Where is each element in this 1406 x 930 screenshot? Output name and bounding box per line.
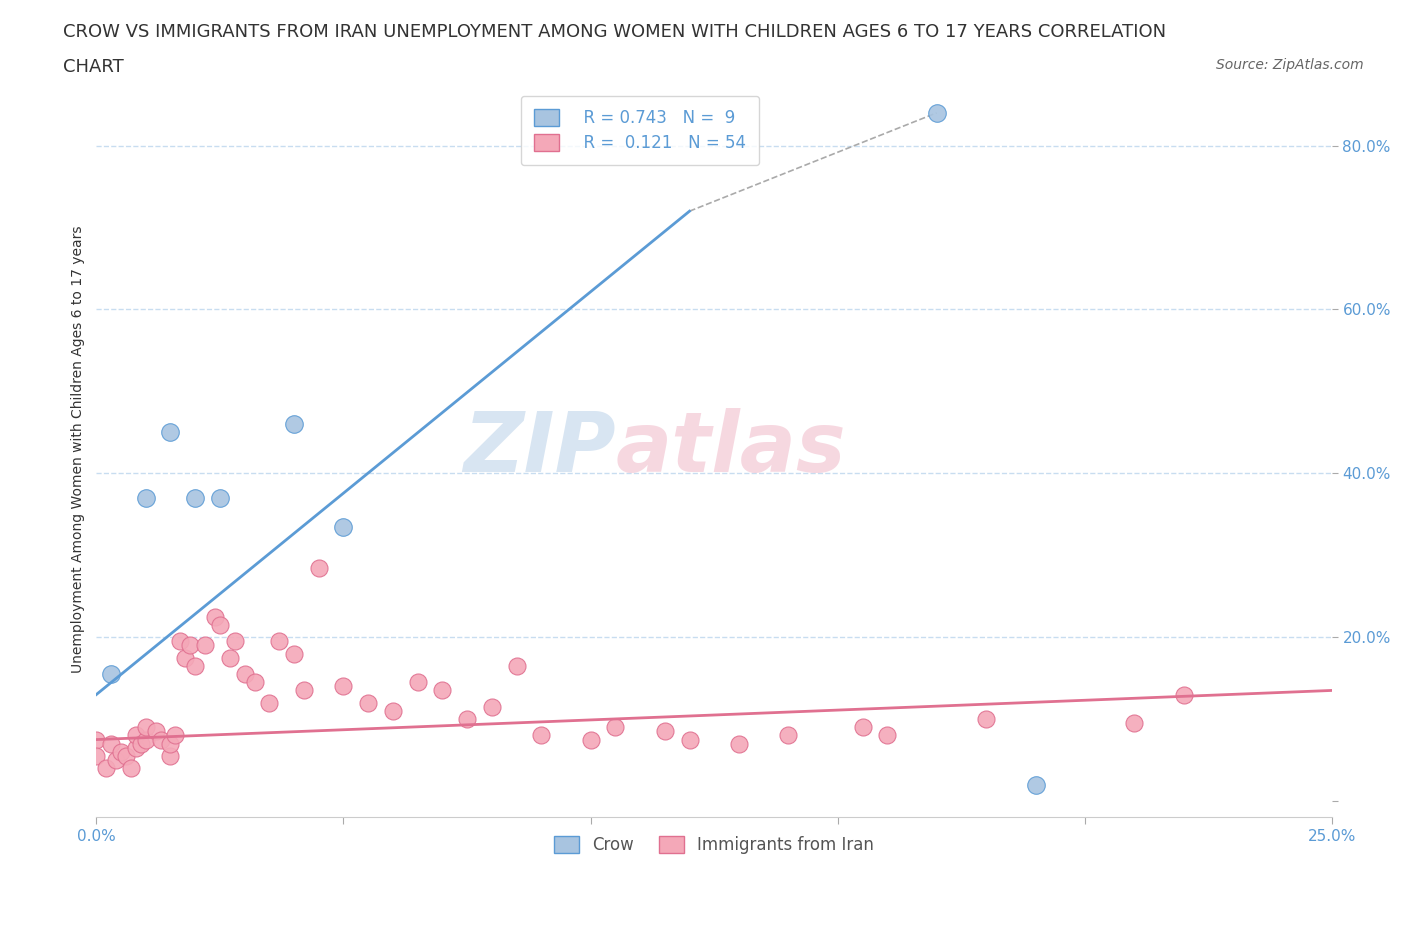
Point <box>145 724 167 738</box>
Point <box>159 425 181 440</box>
Point <box>332 679 354 694</box>
Point <box>149 732 172 747</box>
Point <box>1123 716 1146 731</box>
Point <box>308 560 330 575</box>
Point <box>184 490 207 505</box>
Point <box>224 634 246 649</box>
Point <box>1024 777 1046 792</box>
Point <box>125 740 148 755</box>
Point <box>654 724 676 738</box>
Point <box>505 658 527 673</box>
Point <box>233 667 256 682</box>
Point <box>851 720 873 735</box>
Point <box>481 699 503 714</box>
Point <box>86 732 108 747</box>
Point <box>194 638 217 653</box>
Point <box>125 728 148 743</box>
Point <box>135 720 157 735</box>
Point <box>381 703 404 718</box>
Point <box>530 728 553 743</box>
Point <box>120 761 142 776</box>
Point <box>728 737 751 751</box>
Point <box>135 490 157 505</box>
Point <box>1173 687 1195 702</box>
Point <box>292 683 315 698</box>
Point <box>243 675 266 690</box>
Point <box>876 728 898 743</box>
Text: CROW VS IMMIGRANTS FROM IRAN UNEMPLOYMENT AMONG WOMEN WITH CHILDREN AGES 6 TO 17: CROW VS IMMIGRANTS FROM IRAN UNEMPLOYMEN… <box>63 23 1167 41</box>
Point <box>159 749 181 764</box>
Point <box>406 675 429 690</box>
Point <box>159 737 181 751</box>
Point <box>174 650 197 665</box>
Point <box>184 658 207 673</box>
Point <box>105 752 128 767</box>
Point <box>100 737 122 751</box>
Point <box>96 761 118 776</box>
Text: CHART: CHART <box>63 58 124 75</box>
Point <box>678 732 700 747</box>
Point <box>204 609 226 624</box>
Point <box>218 650 240 665</box>
Point <box>974 711 997 726</box>
Point <box>269 634 291 649</box>
Point <box>208 490 231 505</box>
Y-axis label: Unemployment Among Women with Children Ages 6 to 17 years: Unemployment Among Women with Children A… <box>72 225 86 672</box>
Point <box>129 737 152 751</box>
Point <box>110 744 132 759</box>
Point <box>165 728 187 743</box>
Point <box>456 711 478 726</box>
Point <box>283 417 305 432</box>
Point <box>925 105 948 120</box>
Text: atlas: atlas <box>616 408 846 489</box>
Point <box>259 696 281 711</box>
Point <box>86 749 108 764</box>
Point <box>579 732 602 747</box>
Point <box>208 618 231 632</box>
Point <box>357 696 380 711</box>
Point <box>283 646 305 661</box>
Point <box>332 519 354 534</box>
Legend: Crow, Immigrants from Iran: Crow, Immigrants from Iran <box>547 830 882 860</box>
Point <box>432 683 454 698</box>
Point <box>179 638 201 653</box>
Point <box>778 728 800 743</box>
Point <box>135 732 157 747</box>
Point <box>169 634 191 649</box>
Text: Source: ZipAtlas.com: Source: ZipAtlas.com <box>1216 58 1364 72</box>
Text: ZIP: ZIP <box>463 408 616 489</box>
Point <box>100 667 122 682</box>
Point <box>115 749 138 764</box>
Point <box>605 720 627 735</box>
